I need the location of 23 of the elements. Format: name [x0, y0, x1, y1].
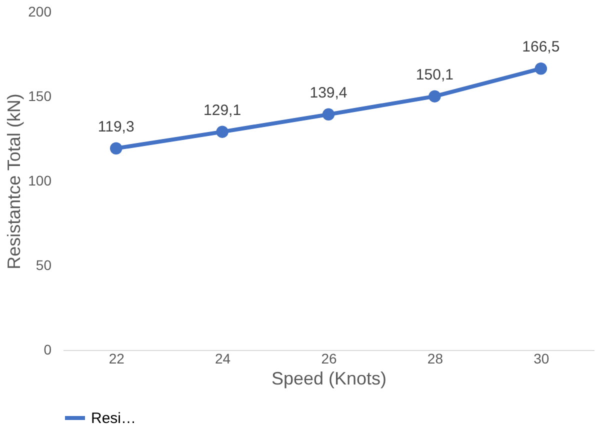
data-label: 119,3 — [98, 118, 134, 136]
x-tick-label: 24 — [215, 350, 231, 366]
y-tick-label: 200 — [28, 4, 52, 20]
x-axis-title: Speed (Knots) — [271, 368, 387, 388]
x-tick-label: 26 — [321, 350, 337, 366]
data-label: 139,4 — [310, 84, 348, 102]
data-label: 166,5 — [522, 38, 560, 56]
y-tick-label: 150 — [28, 88, 52, 104]
x-tick-label: 28 — [427, 350, 444, 366]
y-axis-title: Resistantce Total (kN) — [4, 94, 24, 270]
data-label: 150,1 — [416, 66, 454, 84]
data-label: 129,1 — [204, 102, 242, 119]
x-tick-label: 22 — [108, 350, 125, 366]
point — [322, 108, 335, 121]
point — [534, 62, 548, 75]
point — [110, 142, 122, 154]
point — [216, 126, 228, 138]
x-tick-label: 30 — [534, 350, 550, 366]
y-tick-label: 100 — [28, 172, 52, 188]
y-tick-label: 50 — [36, 257, 52, 273]
legend-label: Resi… — [91, 410, 136, 427]
y-tick-label: 0 — [44, 342, 52, 358]
point — [428, 90, 441, 102]
